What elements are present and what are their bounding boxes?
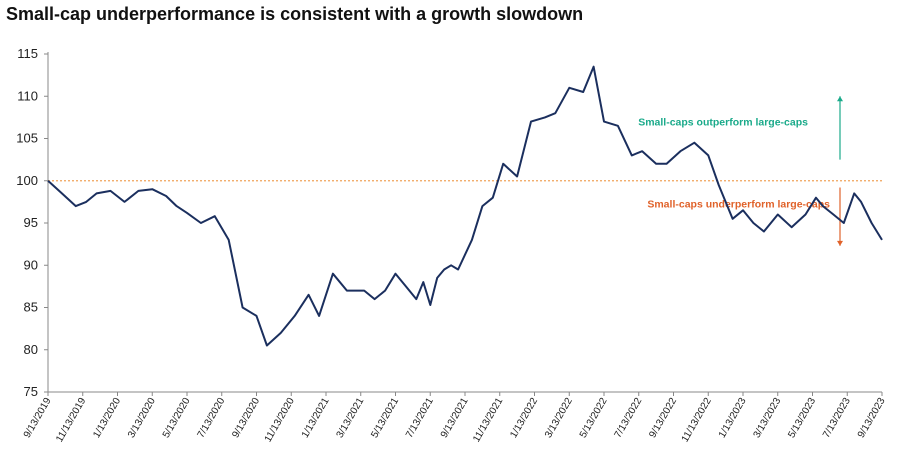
x-tick-label: 1/13/2021 — [300, 396, 332, 440]
x-tick-label: 9/13/2022 — [647, 396, 679, 440]
annotation-outperform: Small-caps outperform large-caps — [638, 117, 808, 129]
y-tick-label: 75 — [24, 384, 38, 399]
x-tick-label: 5/13/2023 — [786, 396, 818, 440]
x-tick-label: 7/13/2020 — [196, 396, 228, 440]
arrow-down-head — [837, 240, 843, 246]
y-tick-label: 85 — [24, 300, 38, 315]
annotation-underperform: Small-caps underperform large-caps — [647, 199, 830, 211]
x-tick-label: 3/13/2022 — [543, 396, 575, 440]
y-tick-label: 105 — [16, 131, 38, 146]
y-tick-label: 100 — [16, 173, 38, 188]
y-tick-label: 115 — [17, 46, 38, 61]
x-tick-label: 11/13/2021 — [471, 396, 505, 445]
x-tick-label: 11/13/2020 — [263, 396, 297, 445]
x-tick-label: 3/13/2023 — [752, 396, 784, 440]
x-tick-label: 5/13/2022 — [578, 396, 610, 440]
x-tick-label: 9/13/2020 — [230, 396, 262, 440]
x-tick-label: 1/13/2020 — [91, 396, 123, 440]
x-tick-label: 3/13/2020 — [126, 396, 158, 440]
x-tick-label: 3/13/2021 — [335, 396, 367, 440]
x-tick-label: 1/13/2022 — [508, 396, 540, 440]
x-axis: 9/13/2019 11/13/2019 1/13/2020 3/13/2020 5/1… — [22, 391, 888, 445]
y-tick-label: 90 — [24, 257, 38, 272]
x-tick-label: 7/13/2021 — [404, 396, 436, 440]
x-tick-label: 9/13/2023 — [856, 396, 888, 440]
x-tick-label: 5/13/2020 — [161, 396, 193, 440]
x-tick-label: 7/13/2022 — [613, 396, 645, 440]
y-axis: 75 80 85 90 95 100 105 110 115 — [16, 46, 49, 399]
y-tick-label: 80 — [24, 342, 38, 357]
series-group — [47, 65, 883, 347]
x-tick-label: 9/13/2019 — [22, 396, 54, 440]
x-tick-label: 11/13/2022 — [680, 396, 714, 445]
x-tick-label: 5/13/2021 — [369, 396, 401, 440]
arrow-up-head — [837, 96, 843, 102]
x-tick-label: 1/13/2023 — [717, 396, 749, 440]
y-tick-label: 110 — [17, 88, 38, 103]
x-tick-label: 7/13/2023 — [821, 396, 853, 440]
y-tick-label: 95 — [24, 215, 38, 230]
x-tick-label: 11/13/2019 — [54, 396, 88, 445]
x-tick-label: 9/13/2021 — [439, 396, 471, 440]
annotations: Small-caps outperform large-caps Small-ca… — [638, 96, 843, 246]
chart-title: Small-cap underperformance is consistent… — [6, 4, 584, 24]
